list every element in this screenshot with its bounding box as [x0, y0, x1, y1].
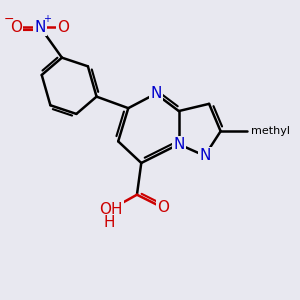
Text: O: O [57, 20, 69, 35]
Text: O: O [10, 20, 22, 35]
Text: N: N [34, 20, 46, 35]
Text: OH: OH [99, 202, 123, 217]
Text: N: N [199, 148, 210, 163]
Text: +: + [43, 14, 51, 24]
Text: −: − [4, 13, 15, 26]
Text: H: H [104, 214, 115, 230]
Text: O: O [157, 200, 169, 215]
Text: methyl: methyl [251, 126, 290, 136]
Text: N: N [150, 86, 161, 101]
Text: N: N [173, 137, 184, 152]
